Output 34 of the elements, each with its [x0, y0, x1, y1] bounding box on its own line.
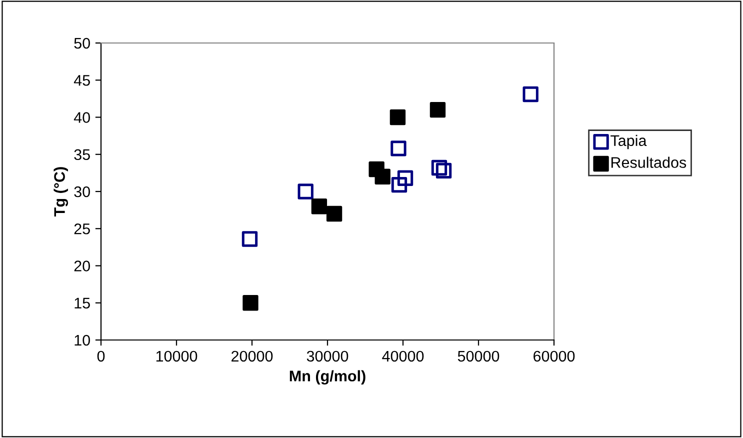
x-tick-label: 20000: [232, 350, 273, 362]
x-tick-label: 40000: [382, 350, 424, 362]
point: [431, 160, 448, 176]
point: [436, 162, 452, 179]
point: [242, 231, 258, 247]
x-tick-label: 10000: [156, 350, 198, 362]
y-tick-label: 15: [74, 298, 90, 309]
point: [390, 140, 406, 156]
y-tick-label: 50: [74, 38, 90, 49]
y-tick-label: 20: [74, 260, 90, 272]
y-axis-title: Tg (°C): [54, 167, 68, 216]
point: [326, 206, 342, 222]
point: [430, 102, 446, 118]
x-axis-title: Mn (g/mol): [290, 370, 366, 385]
legend-label: Tapia: [610, 134, 647, 150]
y-tick-label: 45: [74, 75, 90, 86]
point: [374, 168, 390, 184]
point: [522, 86, 538, 102]
y-tick-label: 35: [74, 149, 90, 160]
x-tick-label: 60000: [534, 350, 575, 362]
point: [391, 176, 408, 193]
x-tick-label: 50000: [458, 350, 500, 362]
point: [397, 170, 414, 186]
x-tick-label: 30000: [306, 350, 348, 362]
x-tick-label: 0: [97, 350, 105, 362]
point: [311, 198, 328, 214]
point: [242, 295, 258, 311]
legend-label: Resultados: [611, 156, 686, 168]
y-tick-label: 30: [74, 186, 90, 198]
y-tick-label: 25: [74, 223, 90, 234]
point: [298, 184, 314, 200]
y-tick-label: 40: [74, 112, 90, 123]
y-tick-label: 10: [74, 334, 90, 346]
point: [390, 109, 406, 126]
